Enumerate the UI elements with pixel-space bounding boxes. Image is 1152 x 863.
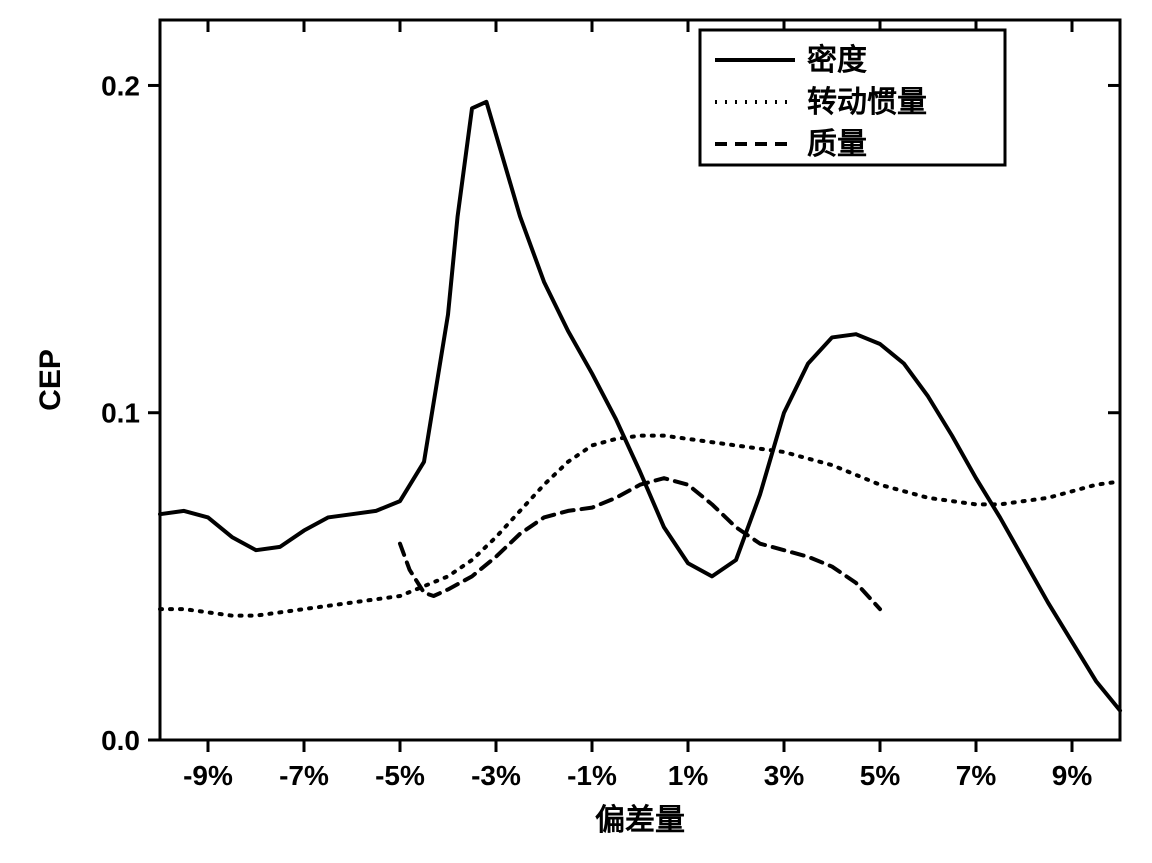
y-axis-label: CEP <box>34 349 67 411</box>
series-line <box>160 102 1120 711</box>
x-tick-label: -5% <box>375 760 425 791</box>
series-line <box>160 436 1120 616</box>
x-tick-label: -3% <box>471 760 521 791</box>
legend-label: 转动惯量 <box>807 86 927 119</box>
legend-label: 密度 <box>807 43 867 77</box>
x-tick-label: 5% <box>860 760 901 791</box>
x-tick-label: -7% <box>279 760 329 791</box>
y-tick-label: 0.0 <box>101 725 140 756</box>
x-tick-label: 1% <box>668 760 709 791</box>
y-tick-label: 0.2 <box>101 70 140 101</box>
x-tick-label: 3% <box>764 760 805 791</box>
x-tick-label: -1% <box>567 760 617 791</box>
line-chart: -9% -7% -5% -3% -1% 1% 3% 5% 7% 9% 0.0 0.1 0.2 偏差量 CEP… <box>0 0 1152 863</box>
chart-container: { "chart": { "type": "line", "width": 11… <box>0 0 1152 863</box>
series-line <box>400 478 880 609</box>
x-tick-label: 9% <box>1052 760 1093 791</box>
y-tick-label: 0.1 <box>101 398 140 429</box>
x-tick-label: 7% <box>956 760 997 791</box>
legend-label: 质量 <box>807 128 867 161</box>
x-tick-label: -9% <box>183 760 233 791</box>
x-axis-label: 偏差量 <box>595 804 685 837</box>
